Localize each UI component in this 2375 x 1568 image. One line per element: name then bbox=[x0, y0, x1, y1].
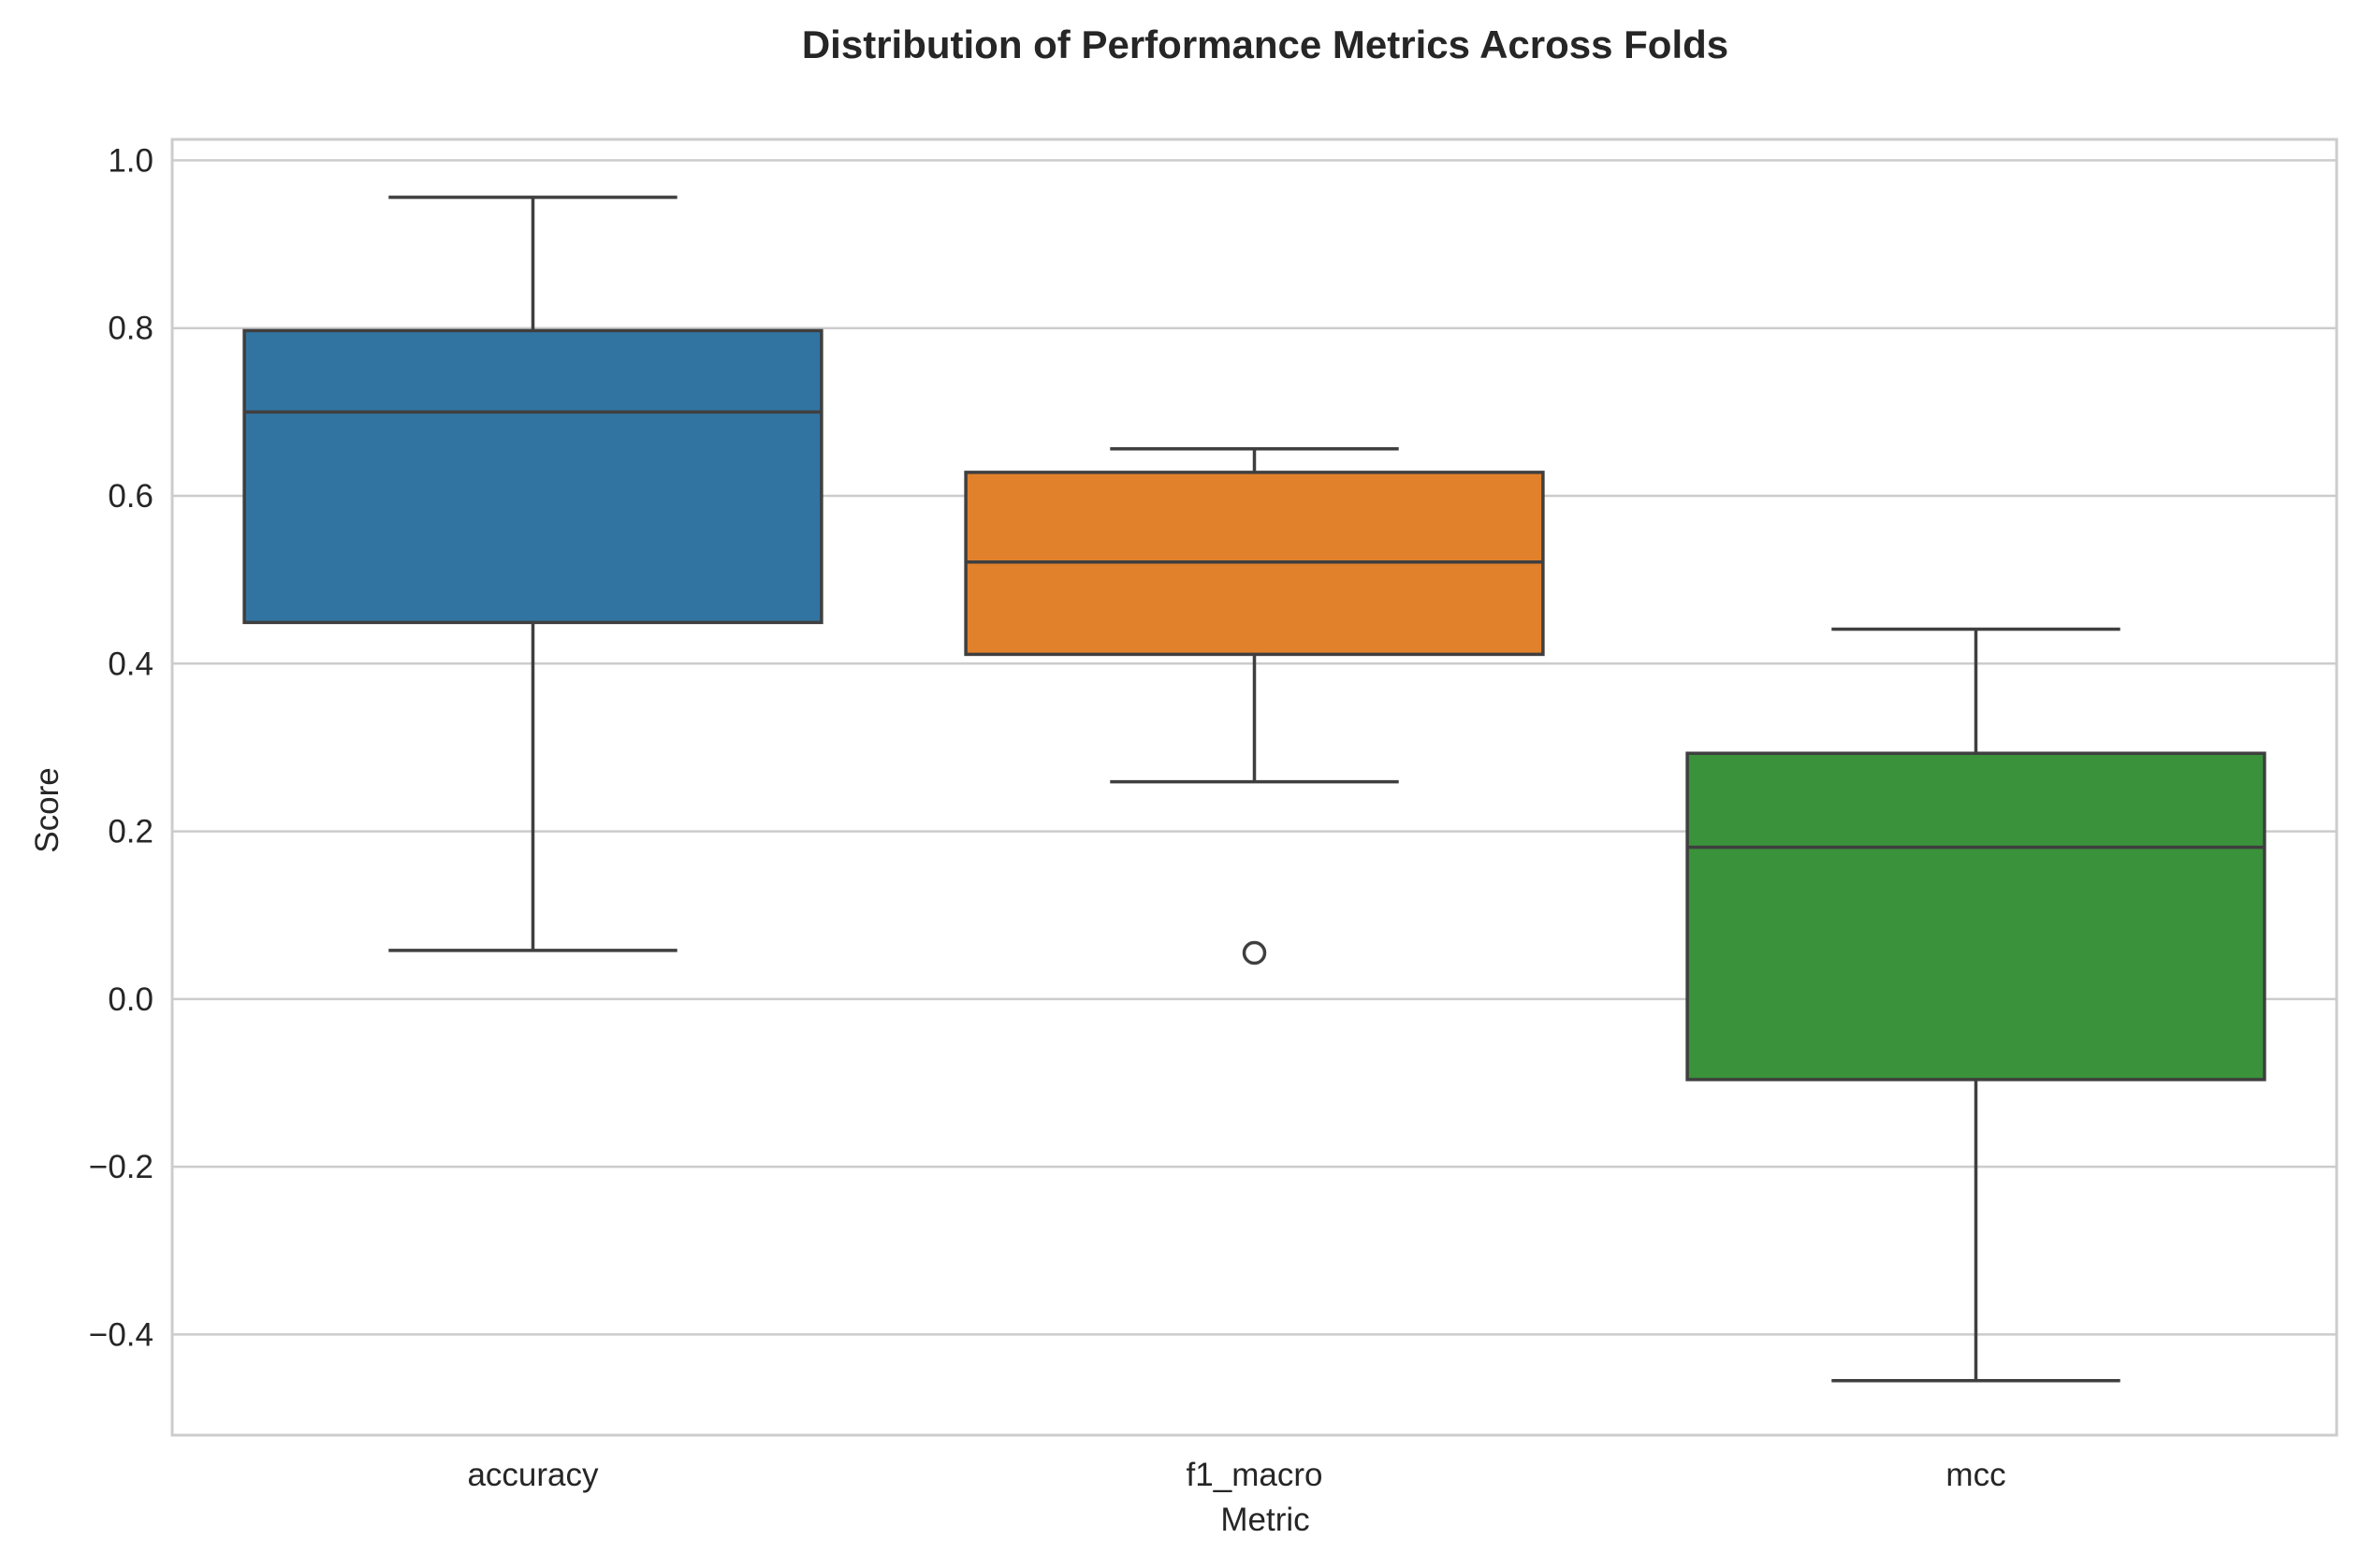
chart-title: Distribution of Performance Metrics Acro… bbox=[802, 22, 1728, 66]
y-tick-label: 0.4 bbox=[108, 646, 153, 682]
x-tick-label: mcc bbox=[1945, 1457, 2005, 1493]
y-tick-labels: 1.0 0.8 0.6 0.4 0.2 0.0 −0.2 −0.4 bbox=[89, 142, 153, 1353]
x-tick-label: f1_macro bbox=[1187, 1457, 1323, 1493]
x-axis-label: Metric bbox=[1220, 1502, 1309, 1538]
y-tick-label: 0.8 bbox=[108, 311, 153, 347]
x-tick-labels: accuracy f1_macro mcc bbox=[467, 1457, 2005, 1493]
plot-area: 1.0 0.8 0.6 0.4 0.2 0.0 −0.2 −0.4 accuracy f1_ma… bbox=[89, 138, 2339, 1493]
y-tick-label: −0.2 bbox=[89, 1149, 153, 1185]
axes-frame bbox=[170, 138, 2339, 1437]
y-tick-label: 0.2 bbox=[108, 814, 153, 850]
box-accuracy bbox=[242, 196, 823, 952]
iqr-box bbox=[1685, 751, 2266, 1082]
y-tick-label: 0.6 bbox=[108, 478, 153, 515]
y-tick-label: 1.0 bbox=[108, 142, 153, 179]
outlier-point bbox=[1242, 940, 1267, 965]
box-f1-macro bbox=[964, 447, 1545, 965]
boxes bbox=[242, 196, 2266, 1383]
y-axis-label: Score bbox=[29, 767, 66, 852]
box-mcc bbox=[1685, 627, 2266, 1383]
y-tick-label: −0.4 bbox=[89, 1316, 153, 1353]
iqr-box bbox=[242, 328, 823, 625]
x-tick-label: accuracy bbox=[467, 1457, 599, 1493]
y-tick-label: 0.0 bbox=[108, 981, 153, 1018]
